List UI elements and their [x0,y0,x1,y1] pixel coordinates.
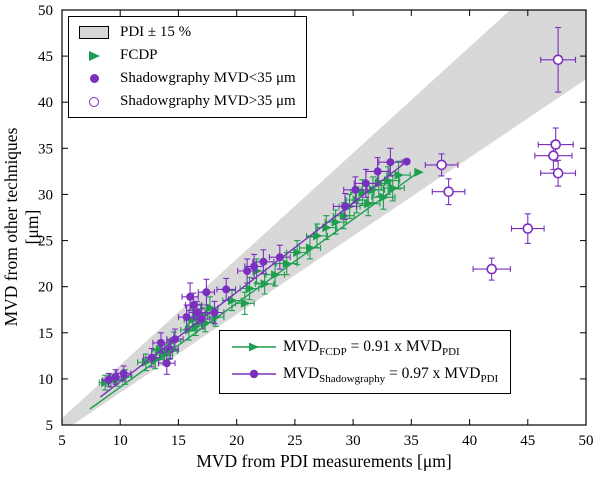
legend-item-shadowgraphy-gt35: Shadowgraphy MVD>35 μm [77,90,296,113]
legend-item-shadowgraphy-lt35: Shadowgraphy MVD<35 μm [77,67,296,90]
svg-text:25: 25 [38,234,53,250]
svg-text:15: 15 [171,433,186,449]
svg-text:5: 5 [46,418,54,434]
svg-text:30: 30 [346,433,361,449]
legend-label-shadowgraphy-gt35: Shadowgraphy MVD>35 μm [120,93,296,109]
svg-text:20: 20 [229,433,244,449]
legend-label-fcdp: FCDP [120,47,158,63]
svg-text:40: 40 [38,95,53,111]
svg-text:50: 50 [579,433,594,449]
svg-text:25: 25 [287,433,302,449]
legend-markers: PDI ± 15 % FCDP Shadowgraphy MVD<35 μm S… [68,16,307,118]
fit-label-fcdp: MVDFCDP = 0.91 x MVDPDI [283,338,460,359]
svg-text:15: 15 [38,326,53,342]
legend-item-fcdp: FCDP [77,44,296,67]
svg-text:40: 40 [462,433,477,449]
legend-label-shadowgraphy-lt35: Shadowgraphy MVD<35 μm [120,70,296,86]
legend-item-fit-fcdp: MVDFCDP = 0.91 x MVDPDI [232,335,498,362]
svg-text:10: 10 [113,433,128,449]
fcdp-fit-line-icon [232,340,276,358]
legend-item-pdi-band: PDI ± 15 % [77,21,296,44]
svg-text:10: 10 [38,372,53,388]
legend-fits: MVDFCDP = 0.91 x MVDPDI MVDShadowgraphy … [219,330,512,394]
svg-text:30: 30 [38,187,53,203]
filled-circle-icon [77,74,111,83]
y-axis-label: MVD from other techniques [μm] [1,127,42,327]
svg-text:5: 5 [58,433,66,449]
svg-text:35: 35 [404,433,419,449]
x-axis-label: MVD from PDI measurements [μm] [196,451,452,471]
open-circle-icon [77,96,111,107]
svg-text:45: 45 [38,49,53,65]
legend-item-fit-shadowgraphy: MVDShadowgraphy = 0.97 x MVDPDI [232,362,498,389]
legend-label-pdi-band: PDI ± 15 % [120,24,192,40]
svg-text:50: 50 [38,3,53,19]
pdi-band-swatch-icon [77,26,111,39]
fcdp-triangle-icon [77,50,111,62]
svg-text:45: 45 [520,433,535,449]
shadowgraphy-fit-line-icon [232,367,276,385]
fit-label-shadowgraphy: MVDShadowgraphy = 0.97 x MVDPDI [283,365,499,386]
svg-text:35: 35 [38,141,53,157]
svg-text:20: 20 [38,280,53,296]
